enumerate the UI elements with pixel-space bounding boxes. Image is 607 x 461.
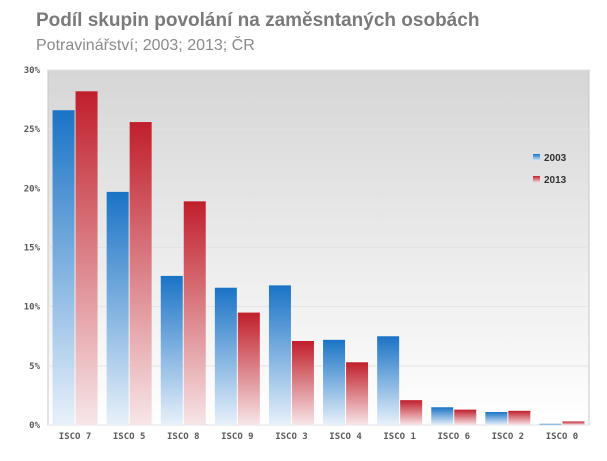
bar-2013-isco-9 (237, 312, 260, 425)
bar-2013-isco-2 (508, 410, 531, 425)
x-category-label: ISCO 3 (275, 432, 308, 442)
bar-2003-isco-7 (52, 110, 75, 425)
bar-2013-isco-8 (183, 201, 206, 425)
y-tick-label: 30% (24, 66, 41, 76)
bar-2013-isco-5 (129, 122, 152, 426)
bar-2003-isco-5 (106, 191, 129, 425)
y-tick-label: 5% (29, 362, 40, 372)
chart-title: Podíl skupin povolání na zaměsntaných os… (36, 10, 480, 31)
y-axis-ticks: 0% 5% 10% 15% 20% 25% 30% (24, 66, 41, 431)
x-axis-categories: ISCO 7 ISCO 5 ISCO 8 ISCO 9 ISCO 3 ISCO 4 ISCO… (59, 432, 578, 442)
bar-2013-isco-7 (75, 91, 98, 426)
y-tick-label: 10% (24, 303, 41, 313)
x-category-label: ISCO 7 (59, 432, 92, 442)
x-category-label: ISCO 8 (167, 432, 200, 442)
bar-2003-isco-1 (377, 336, 400, 425)
bar-2013-isco-3 (291, 340, 314, 425)
legend-label-2003: 2003 (544, 153, 567, 164)
bar-2003-isco-0 (539, 423, 562, 425)
legend-label-2013: 2013 (544, 175, 567, 186)
y-tick-label: 25% (24, 125, 41, 135)
y-tick-label: 20% (24, 184, 41, 194)
bar-2003-isco-9 (214, 287, 237, 425)
x-category-label: ISCO 5 (113, 432, 146, 442)
x-category-label: ISCO 2 (492, 432, 525, 442)
x-category-label: ISCO 4 (329, 432, 362, 442)
bar-2013-isco-0 (562, 421, 585, 425)
bar-2013-isco-4 (346, 362, 369, 425)
x-category-label: ISCO 6 (437, 432, 470, 442)
y-tick-label: 0% (29, 421, 40, 431)
legend: 2003 2013 (533, 153, 567, 186)
x-category-label: ISCO 9 (221, 432, 254, 442)
chart-subtitle: Potravinářství; 2003; 2013; ČR (36, 37, 255, 54)
bar-2003-isco-6 (431, 407, 454, 425)
bar-2013-isco-6 (454, 409, 477, 425)
bar-2003-isco-2 (485, 411, 508, 425)
x-category-label: ISCO 1 (383, 432, 416, 442)
bars (52, 91, 585, 426)
bar-2003-isco-4 (323, 339, 346, 425)
legend-swatch-2003 (533, 154, 540, 161)
bar-2003-isco-8 (160, 275, 183, 425)
bar-2003-isco-3 (268, 285, 291, 425)
y-tick-label: 15% (24, 244, 41, 254)
bar-2013-isco-1 (400, 400, 423, 425)
legend-swatch-2013 (533, 176, 540, 183)
x-category-label: ISCO 0 (546, 432, 579, 442)
